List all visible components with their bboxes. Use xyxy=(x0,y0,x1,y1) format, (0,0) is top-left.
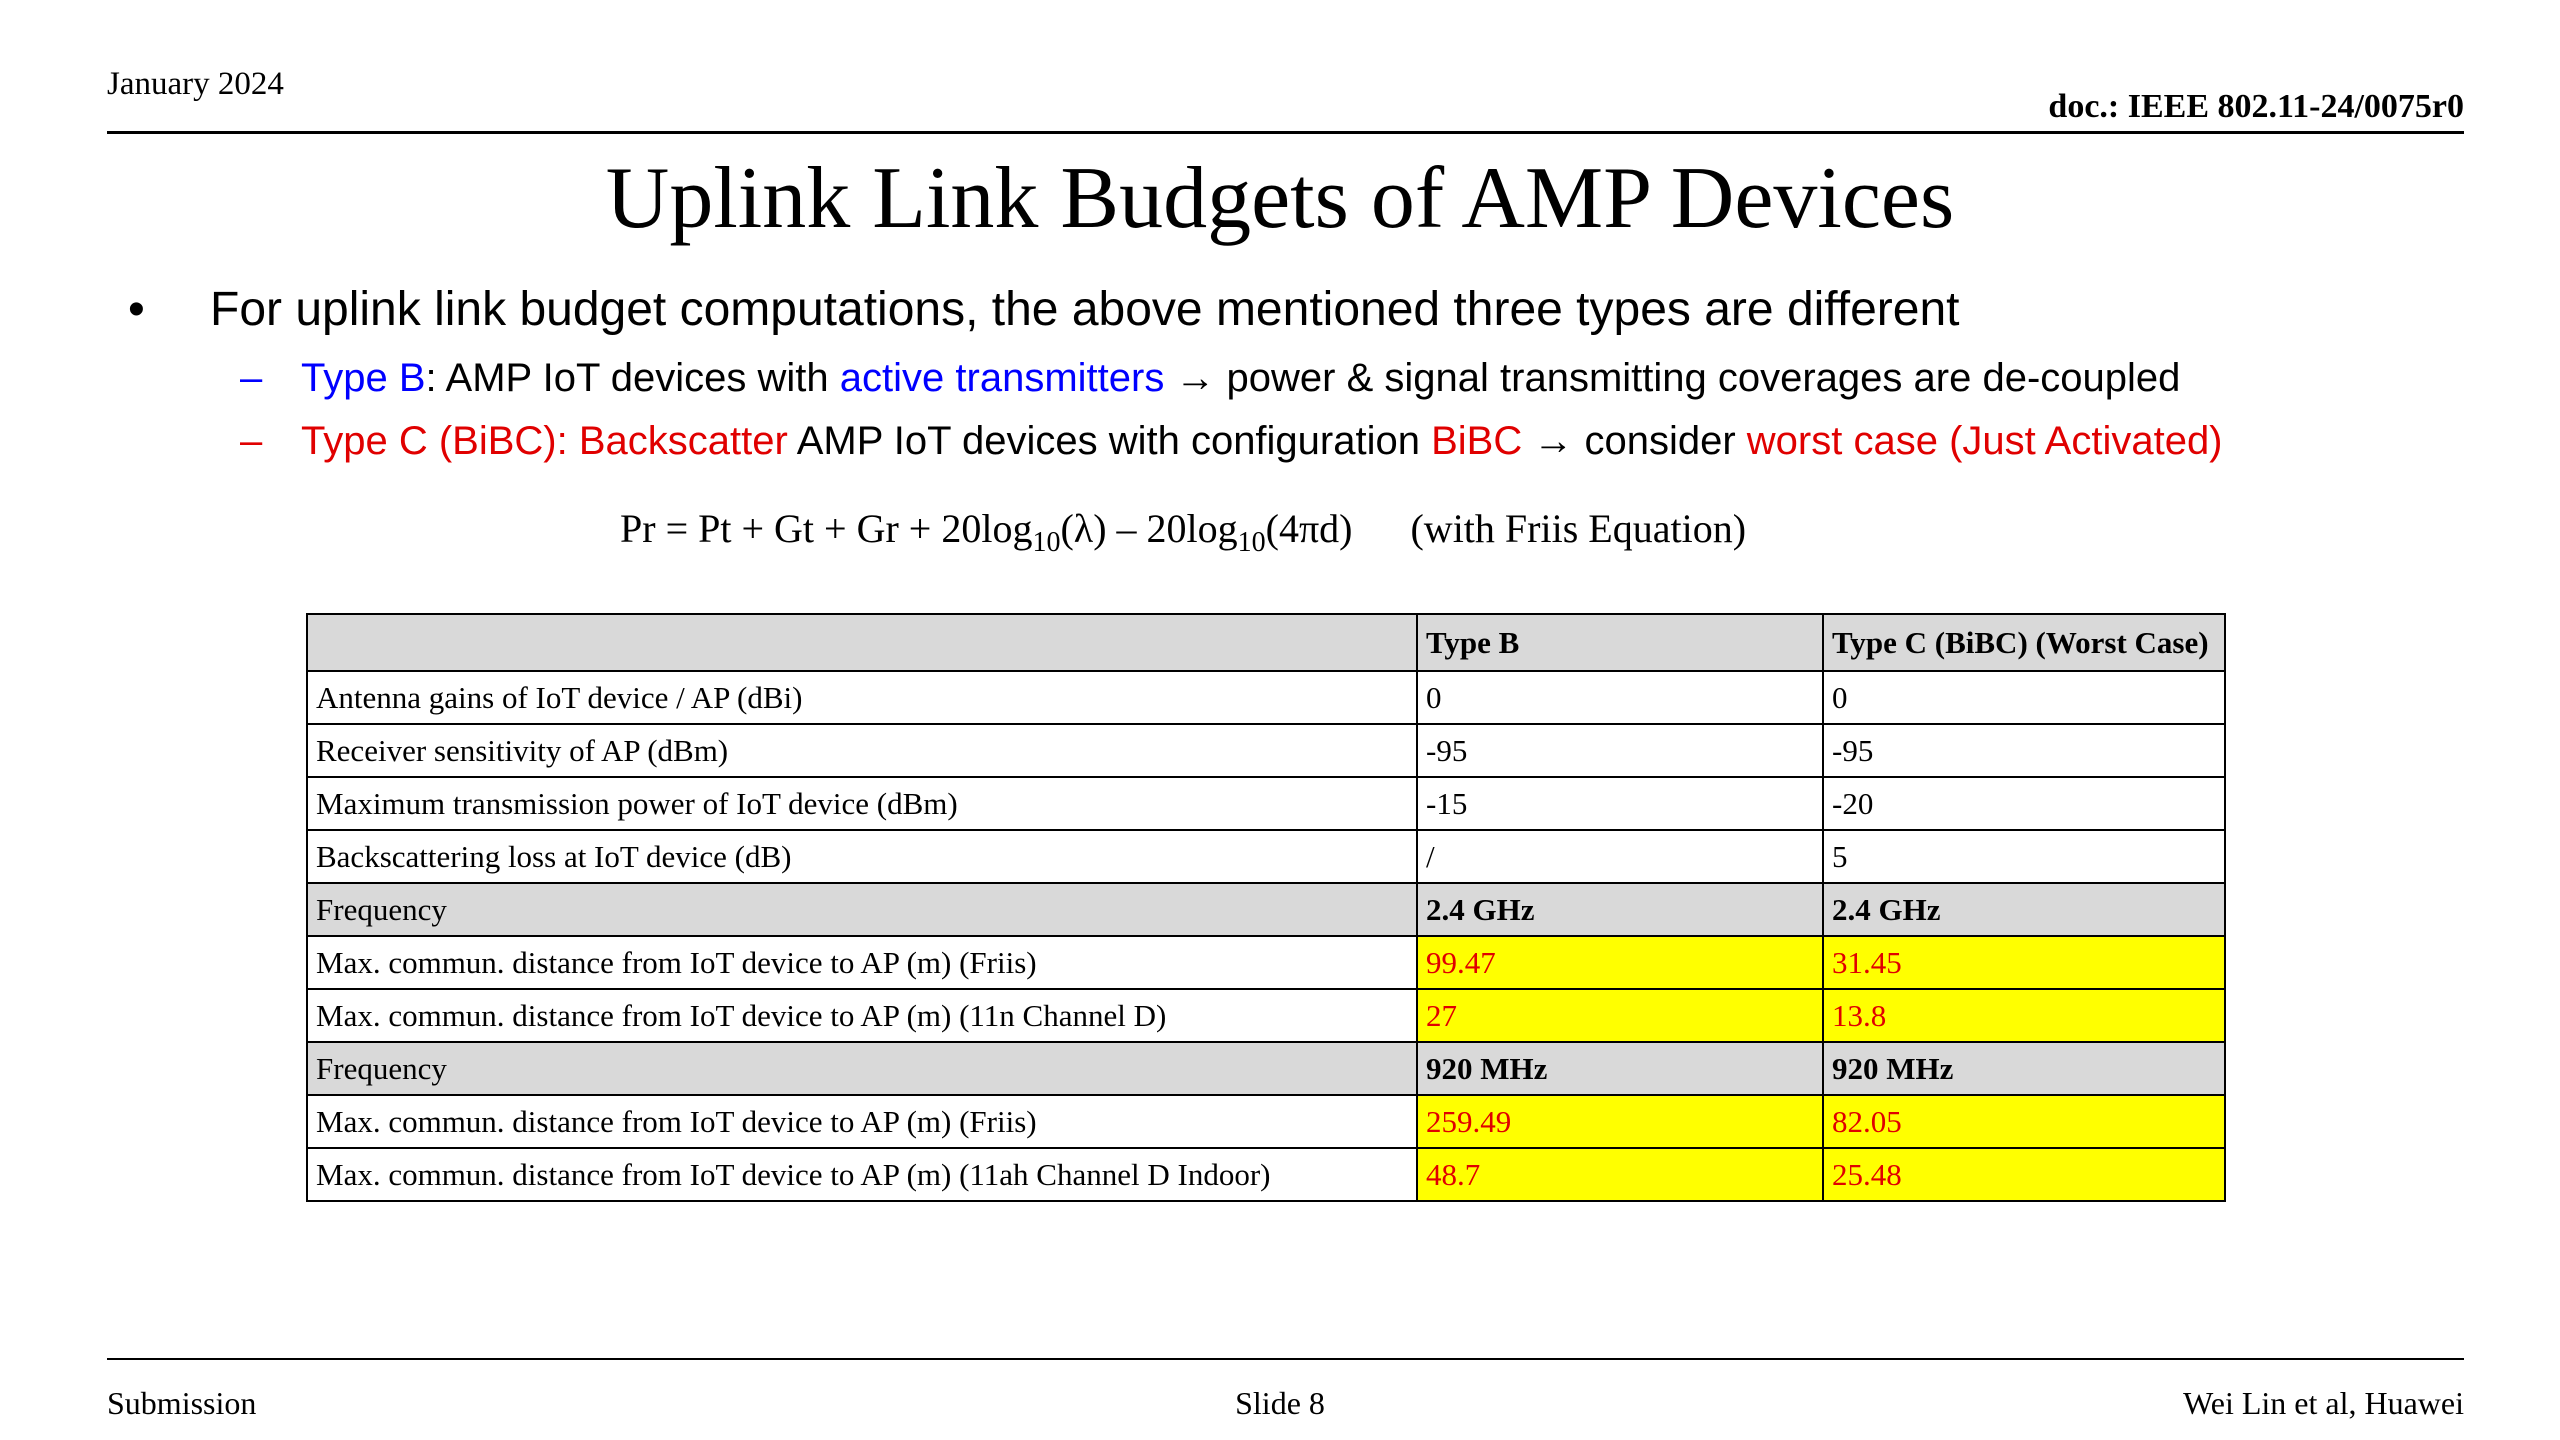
type-b-cell: -95 xyxy=(1416,723,1824,778)
bullet-type-c: – Type C (BiBC): Backscatter AMP IoT dev… xyxy=(240,419,2223,464)
row-label-cell: Antenna gains of IoT device / AP (dBi) xyxy=(306,670,1418,725)
type-c-cell: 0 xyxy=(1822,670,2226,725)
formula-part: (4πd) xyxy=(1265,506,1353,551)
type-c-cell: 5 xyxy=(1822,829,2226,884)
formula-part: (λ) – 20log xyxy=(1060,506,1238,551)
formula-subscript: 10 xyxy=(1032,527,1061,558)
header-rule xyxy=(107,131,2464,134)
bullet-main: • For uplink link budget computations, t… xyxy=(128,282,1960,337)
row-label-cell: Max. commun. distance from IoT device to… xyxy=(306,988,1418,1043)
type-c-cell: 31.45 xyxy=(1822,935,2226,990)
header-type-b-cell: Type B xyxy=(1416,613,1824,672)
row-label-cell: Receiver sensitivity of AP (dBm) xyxy=(306,723,1418,778)
table-row: Maximum transmission power of IoT device… xyxy=(306,776,2226,831)
type-b-cell: 27 xyxy=(1416,988,1824,1043)
bullet-type-b: – Type B: AMP IoT devices with active tr… xyxy=(240,356,2180,401)
header-date: January 2024 xyxy=(107,66,284,102)
bullet-type-b-text: Type B: AMP IoT devices with active tran… xyxy=(301,356,2180,401)
type-c-cell: 920 MHz xyxy=(1822,1041,2226,1096)
type-c-cell: 2.4 GHz xyxy=(1822,882,2226,937)
type-b-cell: 99.47 xyxy=(1416,935,1824,990)
sub-bullet-dash: – xyxy=(240,419,263,463)
row-label-cell: Frequency xyxy=(306,1041,1418,1096)
link-budget-table: Type B Type C (BiBC) (Worst Case) Antenn… xyxy=(306,613,2226,1202)
header-type-c-cell: Type C (BiBC) (Worst Case) xyxy=(1822,613,2226,672)
friis-formula: Pr = Pt + Gt + Gr + 20log10(λ) – 20log10… xyxy=(620,505,1746,559)
type-b-cell: / xyxy=(1416,829,1824,884)
text-segment: → power & signal transmitting coverages … xyxy=(1164,356,2181,400)
table-row-frequency: Frequency 2.4 GHz 2.4 GHz xyxy=(306,882,2226,937)
sub-bullet-dash: – xyxy=(240,356,263,400)
header-doc-id: doc.: IEEE 802.11-24/0075r0 xyxy=(2048,88,2464,125)
row-label-cell: Max. commun. distance from IoT device to… xyxy=(306,1094,1418,1149)
formula-note: (with Friis Equation) xyxy=(1410,506,1747,551)
row-label-cell: Backscattering loss at IoT device (dB) xyxy=(306,829,1418,884)
formula-part: Pr = Pt + Gt + Gr + 20log xyxy=(620,506,1033,551)
row-label-cell: Max. commun. distance from IoT device to… xyxy=(306,935,1418,990)
text-segment: active transmitters xyxy=(839,356,1165,400)
type-c-cell: 82.05 xyxy=(1822,1094,2226,1149)
table-row: Antenna gains of IoT device / AP (dBi) 0… xyxy=(306,670,2226,725)
type-b-cell: 48.7 xyxy=(1416,1147,1824,1202)
table-row: Backscattering loss at IoT device (dB) /… xyxy=(306,829,2226,884)
text-segment: BiBC xyxy=(1431,419,1523,463)
bullet-type-c-text: Type C (BiBC): Backscatter AMP IoT devic… xyxy=(301,419,2223,464)
row-label-cell: Frequency xyxy=(306,882,1418,937)
table-row: Receiver sensitivity of AP (dBm) -95 -95 xyxy=(306,723,2226,778)
type-b-cell: 920 MHz xyxy=(1416,1041,1824,1096)
table-row-result: Max. commun. distance from IoT device to… xyxy=(306,1094,2226,1149)
text-segment: → consider xyxy=(1522,419,1747,463)
row-label-cell: Max. commun. distance from IoT device to… xyxy=(306,1147,1418,1202)
footer-submission: Submission xyxy=(107,1385,257,1421)
table-header-row: Type B Type C (BiBC) (Worst Case) xyxy=(306,613,2226,672)
text-segment: worst case (Just Activated) xyxy=(1746,419,2223,463)
footer-authors: Wei Lin et al, Huawei xyxy=(2183,1385,2464,1421)
text-segment: AMP IoT devices with configuration xyxy=(787,419,1432,463)
bullet-dot: • xyxy=(128,283,145,336)
text-segment: : AMP IoT devices with xyxy=(425,356,840,400)
type-c-cell: 25.48 xyxy=(1822,1147,2226,1202)
text-segment: Type B xyxy=(301,356,426,400)
slide-title: Uplink Link Budgets of AMP Devices xyxy=(605,150,1955,247)
table-row-frequency: Frequency 920 MHz 920 MHz xyxy=(306,1041,2226,1096)
table-row-result: Max. commun. distance from IoT device to… xyxy=(306,988,2226,1043)
header-empty-cell xyxy=(306,613,1418,672)
type-c-cell: 13.8 xyxy=(1822,988,2226,1043)
type-b-cell: 0 xyxy=(1416,670,1824,725)
bullet-main-text: For uplink link budget computations, the… xyxy=(210,283,1960,336)
type-b-cell: -15 xyxy=(1416,776,1824,831)
type-b-cell: 259.49 xyxy=(1416,1094,1824,1149)
table-row-result: Max. commun. distance from IoT device to… xyxy=(306,1147,2226,1202)
table-row-result: Max. commun. distance from IoT device to… xyxy=(306,935,2226,990)
footer-slide-number: Slide 8 xyxy=(1235,1385,1325,1421)
type-c-cell: -95 xyxy=(1822,723,2226,778)
type-c-cell: -20 xyxy=(1822,776,2226,831)
type-b-cell: 2.4 GHz xyxy=(1416,882,1824,937)
text-segment: Type C (BiBC): Backscatter xyxy=(301,419,788,463)
row-label-cell: Maximum transmission power of IoT device… xyxy=(306,776,1418,831)
footer-rule xyxy=(107,1358,2464,1360)
formula-subscript: 10 xyxy=(1237,527,1266,558)
